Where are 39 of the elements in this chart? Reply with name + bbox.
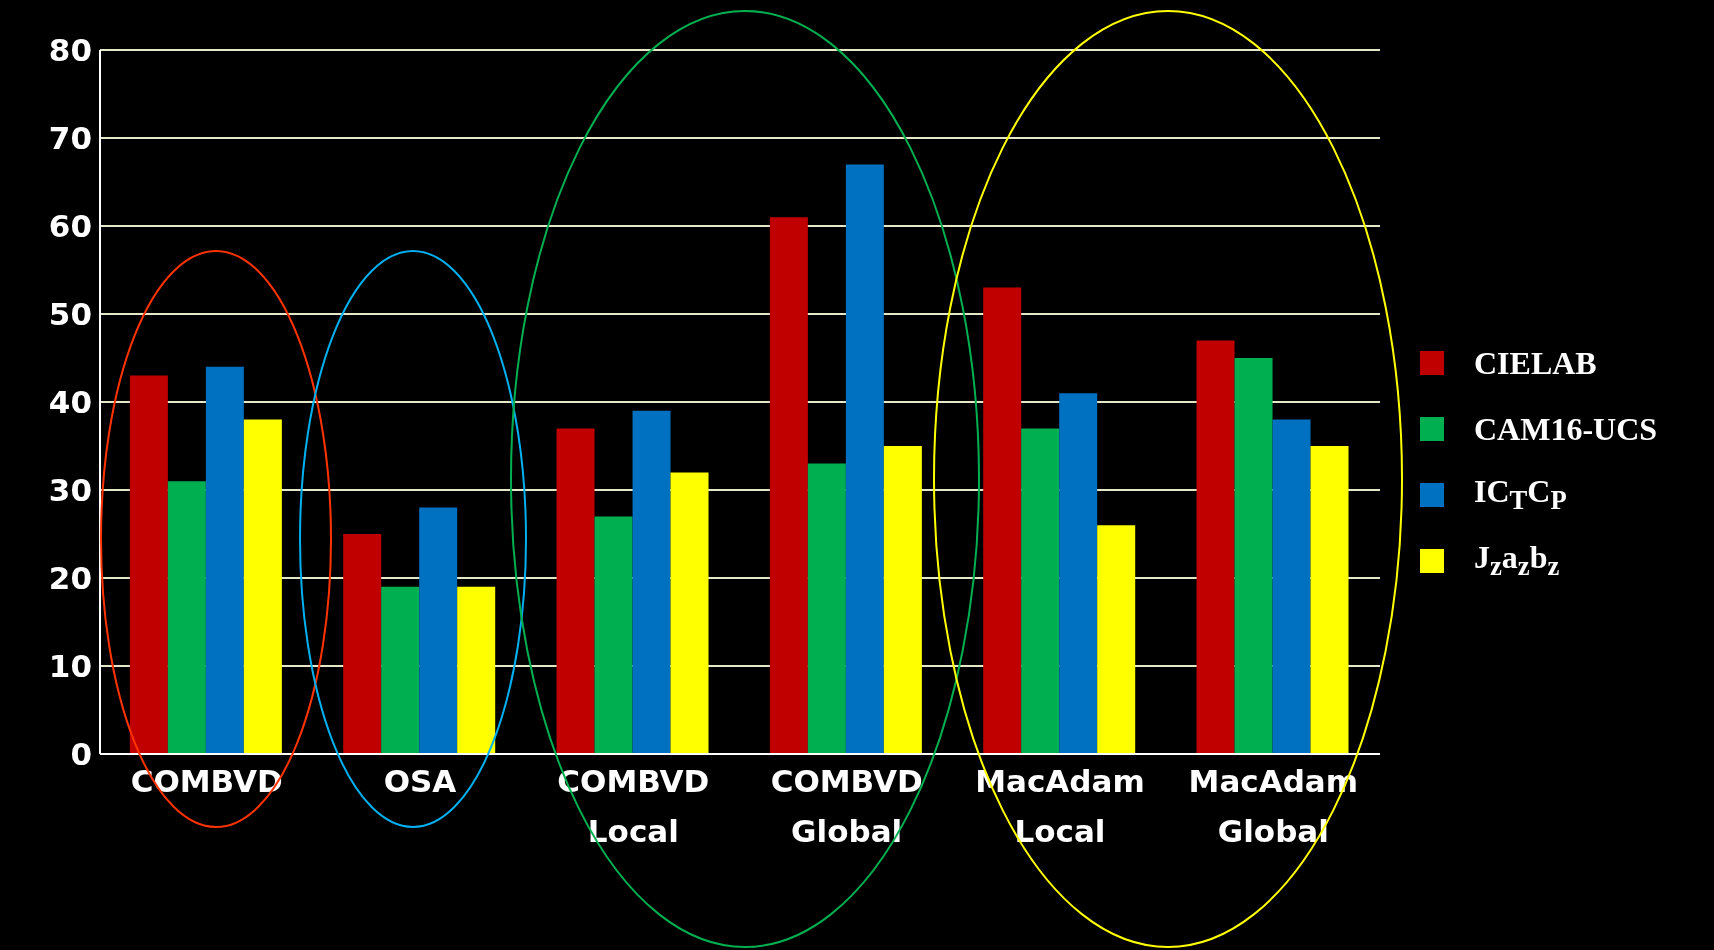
- y-tick-label: 70: [48, 120, 92, 157]
- legend-label: IC$_{T}$C$_{P}$: [1474, 473, 1567, 517]
- legend-label: CAM16-UCS: [1474, 410, 1658, 448]
- bar: [1272, 419, 1311, 754]
- bar: [594, 516, 633, 754]
- bar: [632, 410, 671, 754]
- y-tick-label: 50: [48, 296, 92, 333]
- bar: [381, 586, 420, 754]
- y-tick-label: 0: [70, 736, 92, 773]
- bar: [1196, 340, 1235, 754]
- bar: [845, 164, 884, 754]
- bar: [129, 375, 168, 754]
- y-tick-label: 40: [48, 384, 92, 421]
- bar: [457, 586, 496, 754]
- legend-label: CIELAB: [1474, 344, 1597, 382]
- bar: [670, 472, 709, 754]
- bar: [1234, 358, 1273, 754]
- y-tick-label: 30: [48, 472, 92, 509]
- bar: [1059, 393, 1098, 754]
- bar: [243, 419, 282, 754]
- x-tick-label: COMBVD Global: [770, 763, 923, 849]
- bar: [419, 507, 458, 754]
- bar: [343, 534, 382, 754]
- bar: [807, 463, 846, 754]
- bar: [167, 481, 206, 754]
- y-tick-label: 10: [48, 648, 92, 685]
- bar: [983, 287, 1022, 754]
- legend-label: J$_{z}$a$_{z}$b$_{z}$: [1474, 539, 1560, 583]
- bar: [205, 366, 244, 754]
- y-tick-label: 20: [48, 560, 92, 597]
- bar: [556, 428, 595, 754]
- bar: [1310, 446, 1349, 754]
- bar: [769, 217, 808, 754]
- y-tick-label: 80: [48, 32, 92, 69]
- x-tick-label: OSA: [383, 763, 457, 799]
- bar: [883, 446, 922, 754]
- bar: [1097, 525, 1136, 754]
- y-tick-label: 60: [48, 208, 92, 245]
- bar: [1021, 428, 1060, 754]
